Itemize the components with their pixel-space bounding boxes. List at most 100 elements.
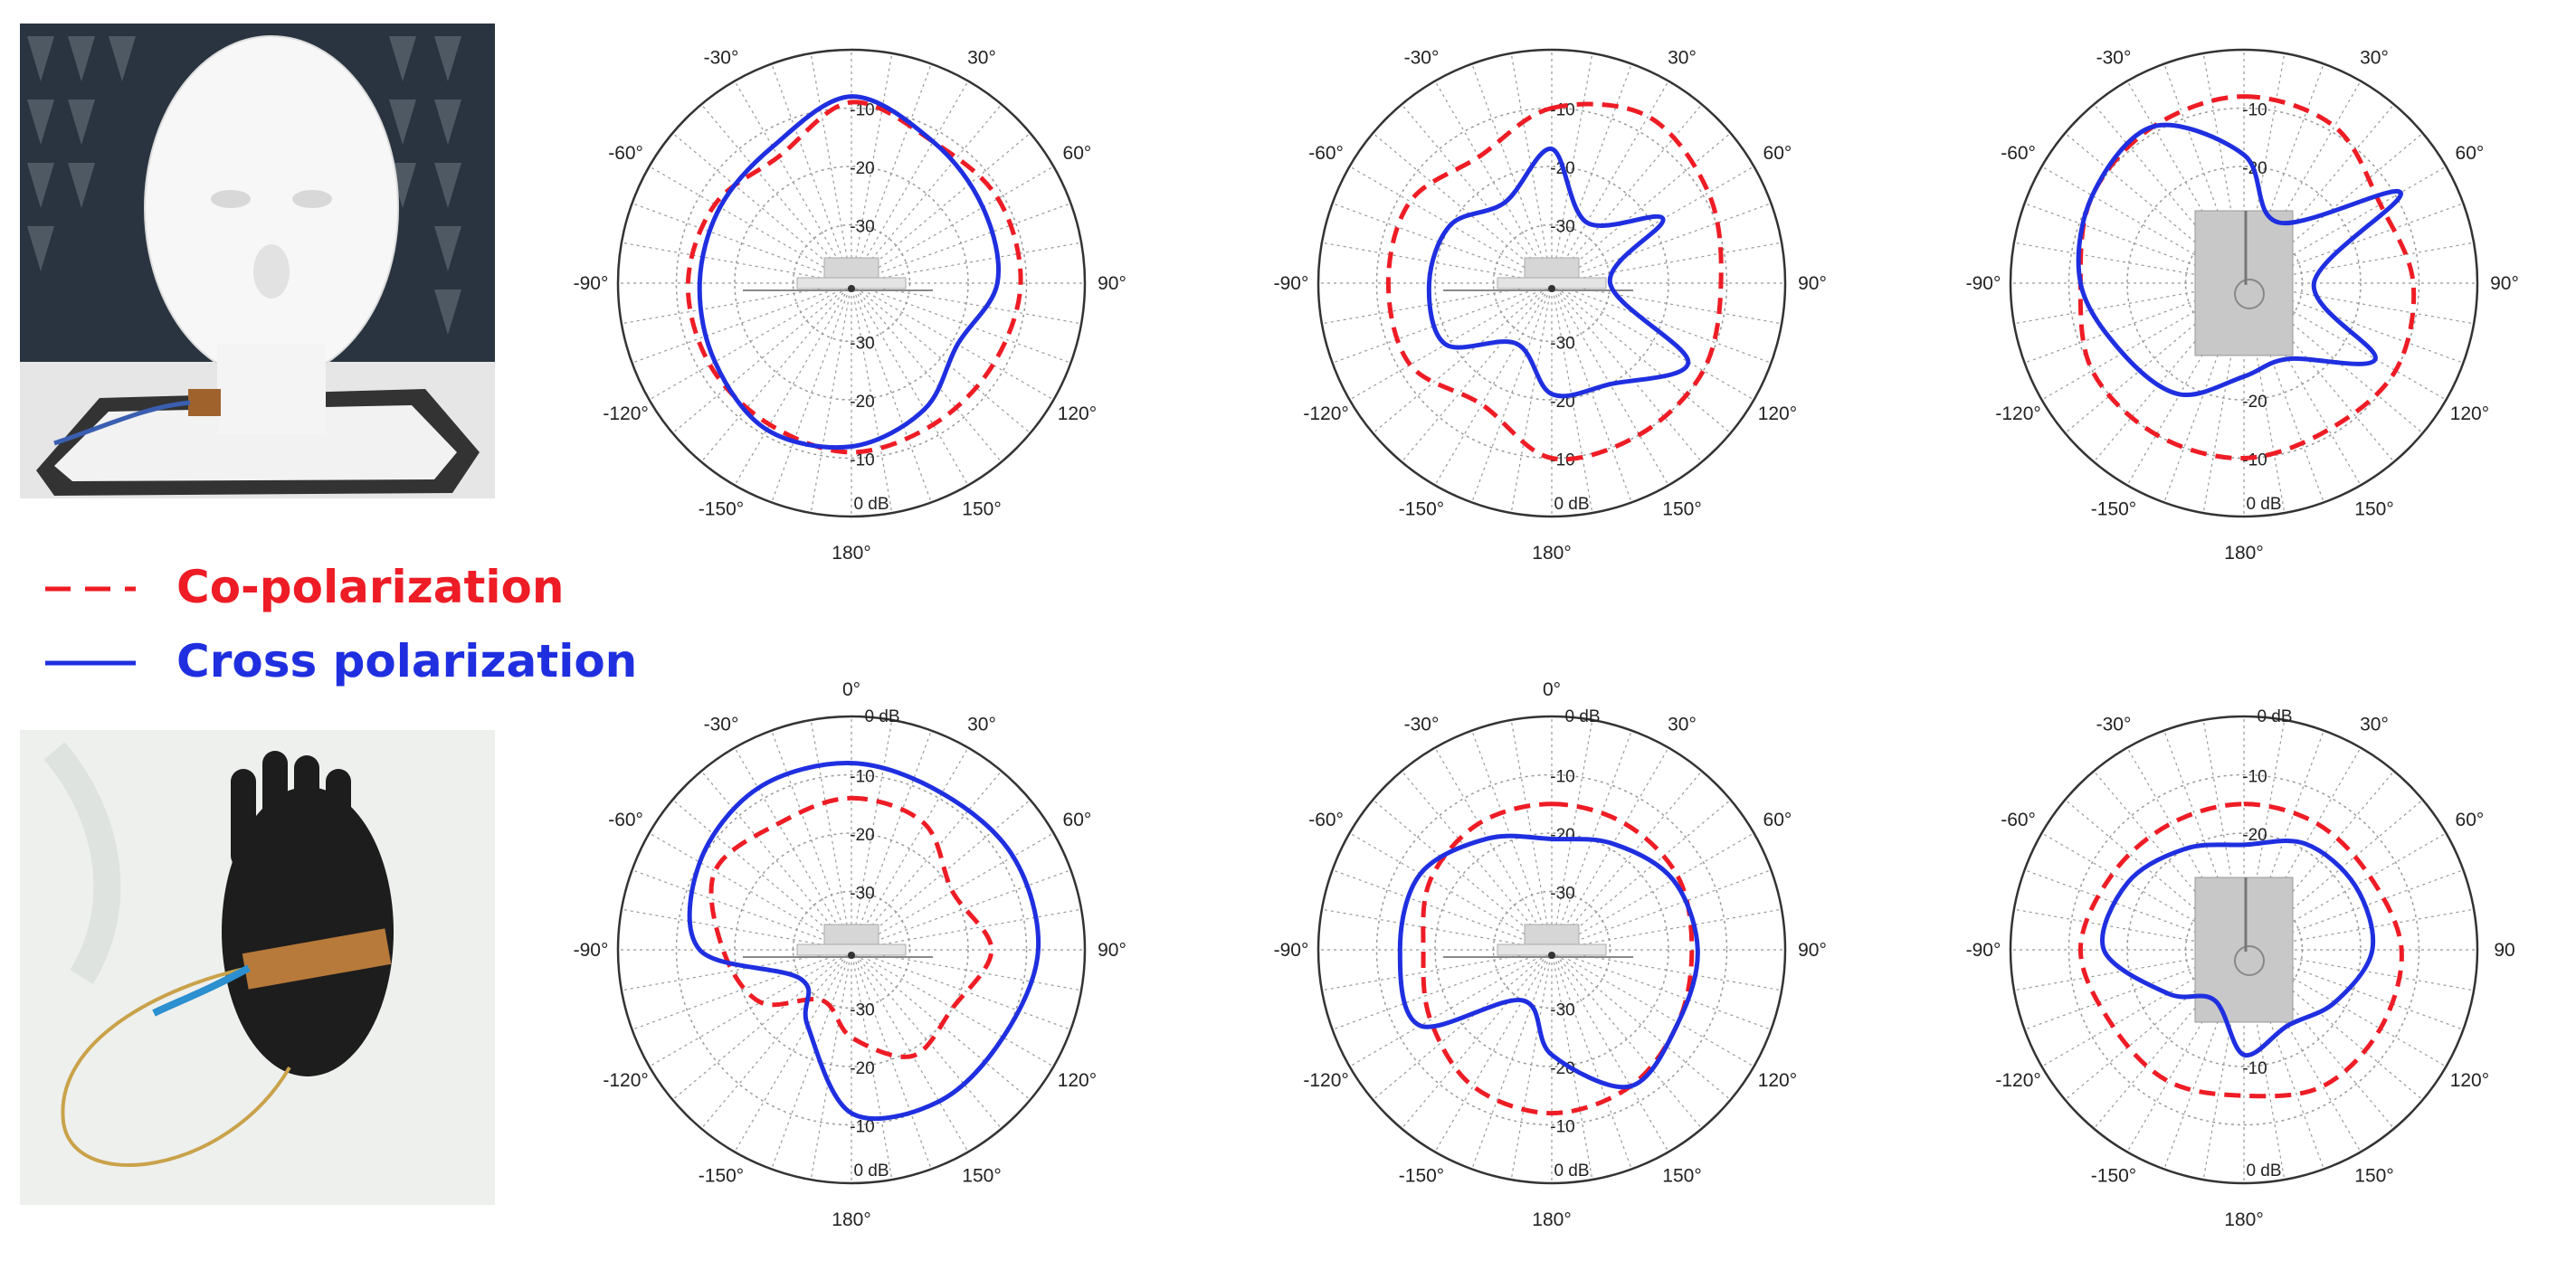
antenna-sketch-icon xyxy=(743,257,933,292)
polar-grid-spoke xyxy=(632,203,852,284)
polar-grid-spoke xyxy=(1471,730,1553,951)
angle-tick-label: -120° xyxy=(603,403,648,424)
angle-tick-label: -90° xyxy=(574,273,609,294)
polar-grid-spoke xyxy=(1551,747,1669,951)
polar-grid-spoke xyxy=(851,63,932,284)
ring-value-label: -10 xyxy=(1550,451,1574,470)
polar-grid-spoke xyxy=(649,282,852,401)
polar-grid-spoke xyxy=(1372,949,1553,1101)
polar-grid-spoke xyxy=(810,719,852,951)
ring-value-label: -20 xyxy=(1550,826,1574,845)
polar-grid-spoke xyxy=(851,203,1071,284)
angle-tick-label: 90° xyxy=(1798,940,1827,961)
angle-tick-label: 150° xyxy=(962,1165,1001,1186)
ring-value-label: -10 xyxy=(2242,1059,2267,1078)
polar-grid-spoke xyxy=(1551,166,1754,284)
angle-tick-label: 90 xyxy=(2494,940,2514,961)
polar-grid-spoke xyxy=(621,242,852,284)
angle-tick-label: -60° xyxy=(608,143,643,164)
polar-grid-spoke xyxy=(1372,282,1553,434)
angle-tick-label: 180° xyxy=(1532,543,1571,564)
cross-polarization-series xyxy=(687,761,1041,1122)
polar-grid-spoke xyxy=(851,282,969,486)
antenna-sketch-icon xyxy=(743,924,933,959)
polar-grid-spoke xyxy=(671,799,852,951)
angle-tick-label: -30° xyxy=(2096,48,2132,69)
angle-tick-label: 180° xyxy=(832,543,870,564)
angle-tick-label: 90° xyxy=(1798,273,1827,294)
polar-grid-spoke xyxy=(671,949,852,1101)
polar-grid-ring xyxy=(1375,773,1728,1126)
polar-grid-spoke xyxy=(851,282,1031,434)
angle-tick-label: -120° xyxy=(1995,1070,2040,1091)
angle-tick-label: 120° xyxy=(1058,403,1097,424)
polar-grid-spoke xyxy=(1401,770,1553,951)
angle-tick-label: 30° xyxy=(2360,48,2389,69)
angle-tick-label: 60° xyxy=(1063,143,1092,164)
angle-tick-label: 180° xyxy=(2224,1209,2263,1230)
polar-chart-1: -30° 30° -60° 60° -90° 90° -120° 120° -150° 150° 1… xyxy=(574,48,1126,564)
angle-tick-label: -120° xyxy=(1995,403,2040,424)
polar-grid-spoke xyxy=(1510,949,1553,1180)
polar-grid-ring xyxy=(675,773,1028,1126)
polar-grid-spoke xyxy=(851,949,932,1170)
cross-polarization-series xyxy=(1426,147,1691,399)
polar-grid-spoke xyxy=(851,103,1003,284)
polar-grid-spoke xyxy=(1551,81,1669,284)
polar-grid-spoke xyxy=(851,799,1031,951)
ring-value-label: 0 dB xyxy=(853,495,889,514)
polar-grid-spoke xyxy=(851,52,893,284)
angle-tick-label: -150° xyxy=(1399,498,1444,519)
polar-grid-spoke xyxy=(851,747,969,951)
ring-value-label: -30 xyxy=(1550,218,1574,237)
polar-grid-spoke xyxy=(1510,282,1553,514)
polar-grid-spoke xyxy=(1372,132,1553,284)
ring-value-label: 0 dB xyxy=(853,1161,889,1180)
polar-grid-spoke xyxy=(632,949,852,1030)
polar-grid-ring xyxy=(675,107,1028,460)
polar-grid-spoke xyxy=(1349,832,1553,951)
polar-grid-spoke xyxy=(649,949,852,1067)
ring-value-label: -20 xyxy=(1550,1059,1574,1078)
ring-value-label: 0 dB xyxy=(1564,707,1600,726)
polar-grid-spoke xyxy=(810,52,852,284)
polar-grid-spoke xyxy=(700,282,852,463)
ring-value-label: -20 xyxy=(850,826,874,845)
polar-grid-spoke xyxy=(1551,949,1772,1030)
polar-grid-spoke xyxy=(851,132,1031,284)
angle-tick-label: -60° xyxy=(1308,810,1344,830)
polar-grid-spoke xyxy=(851,908,1082,951)
polar-grid-spoke xyxy=(851,869,1071,951)
angle-tick-label: -60° xyxy=(1308,143,1344,164)
polar-grid-spoke xyxy=(1551,282,1632,503)
angle-tick-label: -30° xyxy=(1404,48,1440,69)
polar-grid-spoke xyxy=(1551,52,1593,284)
antenna-sketch-icon xyxy=(2194,877,2294,1023)
angle-tick-label: -60° xyxy=(608,810,643,830)
polar-grid-spoke xyxy=(1551,282,1703,463)
polar-grid-spoke xyxy=(851,166,1054,284)
polar-chart-4: 0° -30° 30° -60° 60° -90° 90° -120° 120° -150° 150… xyxy=(574,679,1126,1230)
polar-grid-spoke xyxy=(851,242,1082,284)
polar-grid-spoke xyxy=(734,81,852,284)
polar-grid-spoke xyxy=(1332,949,1553,1030)
antenna-sketch-icon xyxy=(2194,210,2294,356)
polar-grid-spoke xyxy=(700,770,852,951)
polar-grid-spoke xyxy=(1434,949,1553,1152)
polar-grid-spoke xyxy=(649,166,852,284)
polar-outer-ring xyxy=(616,48,1087,518)
antenna-sketch-icon xyxy=(1443,924,1633,959)
polar-grid-spoke xyxy=(1510,719,1553,951)
polar-grid-spoke xyxy=(632,869,852,951)
polar-grid-spoke xyxy=(771,63,852,284)
polar-grid-spoke xyxy=(1551,949,1593,1180)
angle-tick-label: 120° xyxy=(1058,1070,1097,1091)
polar-grid-spoke xyxy=(1332,869,1553,951)
polar-grid-spoke xyxy=(649,832,852,951)
polar-grid-spoke xyxy=(1471,63,1553,284)
polar-grid-spoke xyxy=(1551,282,1593,514)
co-polarization-series xyxy=(708,795,994,1059)
angle-tick-label: 90° xyxy=(1098,273,1126,294)
polar-grid-spoke xyxy=(1321,908,1553,951)
angle-tick-label: -90° xyxy=(574,940,609,961)
